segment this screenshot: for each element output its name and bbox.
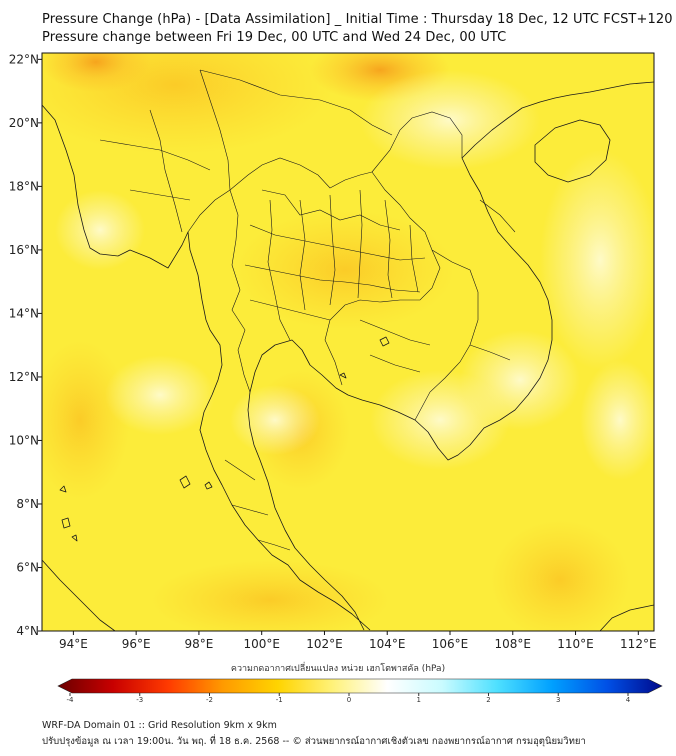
lat-tick-label: 6°N xyxy=(16,560,39,574)
lon-tick-label: 104°E xyxy=(369,637,406,651)
lat-tick-label: 14°N xyxy=(9,306,39,320)
axis-ticks: 94°E 96°E 98°E 100°E 102°E 104°E 106°E 108°E 110… xyxy=(9,52,657,651)
colorbar-ticks: -4 -3 -2 -1 0 1 2 3 4 xyxy=(67,693,631,704)
lat-tick-label: 8°N xyxy=(16,497,39,511)
map-frame xyxy=(41,52,655,632)
lat-tick-label: 12°N xyxy=(9,370,39,384)
lat-tick-label: 20°N xyxy=(9,116,39,130)
lon-tick-label: 100°E xyxy=(243,637,280,651)
lon-tick-label: 108°E xyxy=(495,637,532,651)
footer-update-info: ปรับปรุงข้อมูล ณ เวลา 19:00น. วัน พฤ. ที… xyxy=(42,736,586,747)
lon-tick-label: 98°E xyxy=(184,637,213,651)
chart-title: Pressure Change (hPa) - [Data Assimilati… xyxy=(42,12,673,27)
chart-subtitle: Pressure change between Fri 19 Dec, 00 U… xyxy=(42,30,507,45)
pressure-change-field xyxy=(42,53,654,631)
lat-tick-label: 4°N xyxy=(16,624,39,638)
colorbar-tick-label: -1 xyxy=(276,696,283,704)
lat-tick-label: 16°N xyxy=(9,243,39,257)
colorbar-tick-label: -3 xyxy=(136,696,143,704)
lat-tick-label: 18°N xyxy=(9,179,39,193)
map-panel: 94°E 96°E 98°E 100°E 102°E 104°E 106°E 108°E 110… xyxy=(9,52,657,651)
lat-tick-label: 22°N xyxy=(9,52,39,66)
colorbar-tick-label: -2 xyxy=(206,696,213,704)
lon-tick-label: 106°E xyxy=(432,637,469,651)
footer-model-info: WRF-DA Domain 01 :: Grid Resolution 9km … xyxy=(42,720,277,731)
colorbar-tick-label: 2 xyxy=(486,696,490,704)
coastlines-and-borders xyxy=(42,81,654,631)
lon-tick-label: 94°E xyxy=(59,637,88,651)
lon-tick-label: 96°E xyxy=(122,637,151,651)
colorbar-label: ความกดอากาศเปลี่ยนแปลง หน่วย เฮกโตพาสคัล… xyxy=(230,664,446,674)
mainland-coastline xyxy=(42,81,654,631)
lon-tick-label: 112°E xyxy=(620,637,657,651)
colorbar-tick-label: 0 xyxy=(347,696,351,704)
colorbar-strip xyxy=(57,678,663,694)
colorbar-tick-label: -4 xyxy=(67,696,75,704)
colorbar-tick-label: 1 xyxy=(417,696,421,704)
colorbar-tick-label: 4 xyxy=(626,696,631,704)
colorbar: -4 -3 -2 -1 0 1 2 3 4 xyxy=(57,678,663,704)
lon-tick-label: 110°E xyxy=(557,637,594,651)
lat-tick-label: 10°N xyxy=(9,433,39,447)
hainan-island xyxy=(534,119,611,183)
admin-borders xyxy=(99,69,516,551)
lon-tick-label: 102°E xyxy=(306,637,343,651)
colorbar-tick-label: 3 xyxy=(556,696,560,704)
